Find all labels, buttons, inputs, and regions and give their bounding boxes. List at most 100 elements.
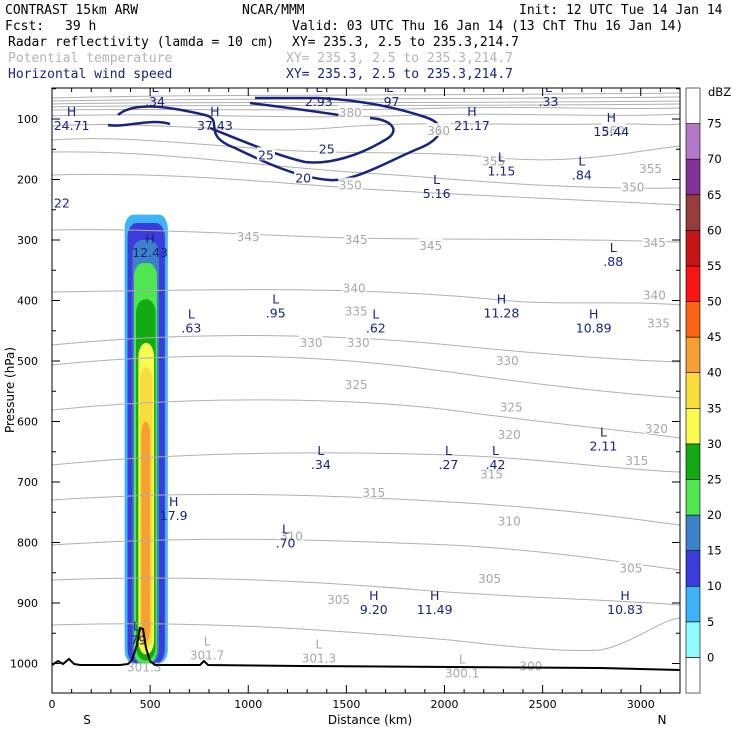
svg-text:330: 330 bbox=[347, 336, 370, 350]
svg-text:345: 345 bbox=[643, 236, 666, 250]
wind-extremum-label: .22 bbox=[52, 195, 70, 210]
x-tick-label: 1000 bbox=[234, 698, 262, 711]
svg-text:.84: .84 bbox=[572, 168, 592, 183]
theta-contour-line bbox=[52, 123, 680, 131]
wind-extremum-label: H10.83 bbox=[607, 588, 643, 617]
axes: 0 500 1000 1500 2000 2500 3000 100 200 300 400 500 6… bbox=[10, 88, 681, 711]
svg-text:21.17: 21.17 bbox=[454, 118, 490, 133]
svg-text:.42: .42 bbox=[486, 457, 506, 472]
svg-text:.34: .34 bbox=[311, 457, 331, 472]
field-xy-reflectivity: XY= 235.3, 2.5 to 235.3,214.7 bbox=[292, 35, 519, 50]
x-tick-label: 0 bbox=[49, 698, 56, 711]
svg-text:H: H bbox=[589, 307, 598, 322]
svg-text:301.3: 301.3 bbox=[127, 660, 161, 674]
wind-extremum-label: L.70 bbox=[276, 521, 296, 550]
theta-contour-label: 325 bbox=[344, 377, 369, 392]
theta-contour-label: 305 bbox=[618, 560, 643, 576]
y-tick-label: 500 bbox=[17, 355, 38, 368]
y-tick-label: 600 bbox=[17, 416, 38, 429]
svg-text:335: 335 bbox=[345, 304, 368, 318]
theta-contour-line bbox=[52, 452, 680, 473]
theta-contour-label: 320 bbox=[497, 426, 522, 442]
colorbar-label: 55 bbox=[707, 259, 722, 273]
svg-text:310: 310 bbox=[498, 514, 521, 528]
svg-text:L: L bbox=[545, 80, 552, 95]
wind-extremum-label: L.95 bbox=[266, 292, 286, 321]
svg-text:.63: .63 bbox=[181, 321, 201, 336]
theta-contour-line bbox=[52, 577, 680, 606]
reflectivity-layer bbox=[124, 214, 168, 664]
colorbar-swatch bbox=[685, 87, 701, 124]
colorbar-label: 45 bbox=[707, 330, 722, 344]
valid-time: Valid: 03 UTC Thu 16 Jan 14 (13 ChT Thu … bbox=[292, 19, 683, 34]
svg-text:315: 315 bbox=[625, 454, 648, 468]
wind-extremum-label: H37.43 bbox=[197, 104, 233, 133]
model-title: CONTRAST 15km ARW bbox=[5, 3, 138, 18]
wind-contour-label: 25 bbox=[256, 147, 275, 162]
svg-text:330: 330 bbox=[496, 354, 519, 368]
colorbar-label: 40 bbox=[707, 366, 722, 380]
wind-contour-line bbox=[107, 120, 171, 127]
svg-text:9.20: 9.20 bbox=[360, 602, 388, 617]
wind-extremum-label: L.79 bbox=[126, 618, 146, 647]
theta-contour-label: 305 bbox=[477, 570, 502, 586]
colorbar-label: 75 bbox=[707, 117, 722, 131]
y-tick-label: 200 bbox=[17, 174, 38, 187]
svg-text:.95: .95 bbox=[266, 306, 286, 321]
theta-contour-line bbox=[52, 92, 680, 99]
theta-contour-label: 360 bbox=[601, 123, 626, 138]
svg-text:.97: .97 bbox=[380, 94, 400, 109]
y-axis-label: Pressure (hPa) bbox=[3, 347, 17, 433]
colorbar-label: 30 bbox=[707, 437, 722, 451]
theta-contour-label: 345 bbox=[642, 235, 667, 250]
svg-text:.33: .33 bbox=[539, 94, 559, 109]
svg-text:H: H bbox=[497, 292, 506, 307]
svg-text:L: L bbox=[578, 154, 585, 169]
wind-extremum-label: L.27 bbox=[438, 443, 458, 472]
theta-contour-label: 345 bbox=[344, 232, 369, 247]
svg-text:350: 350 bbox=[339, 179, 362, 193]
theta-contour-line bbox=[52, 100, 680, 105]
svg-text:L: L bbox=[204, 634, 211, 648]
svg-text:345: 345 bbox=[345, 233, 368, 247]
field-name-reflectivity: Radar reflectivity (lamda = 10 cm) bbox=[8, 35, 274, 50]
svg-text:H: H bbox=[369, 588, 378, 603]
field-xy-theta: XY= 235.3, 2.5 to 235.3,214.7 bbox=[286, 51, 513, 66]
svg-text:.88: .88 bbox=[603, 254, 623, 269]
theta-contour-line bbox=[52, 151, 680, 189]
wind-extremum-label: L1.15 bbox=[487, 149, 515, 178]
svg-text:320: 320 bbox=[645, 422, 668, 436]
svg-text:330: 330 bbox=[300, 336, 323, 350]
x-axis-label: Distance (km) bbox=[328, 713, 412, 727]
colorbar-label: 10 bbox=[707, 579, 722, 593]
source-label: NCAR/MMM bbox=[242, 3, 305, 18]
theta-contour-label: 340 bbox=[642, 287, 667, 303]
wind-contour-line bbox=[209, 116, 395, 164]
reflectivity-region-40dbz bbox=[141, 421, 151, 643]
x-axis-start-label: S bbox=[83, 713, 91, 727]
field-xy-wind: XY= 235.3, 2.5 to 235.3,214.7 bbox=[286, 67, 513, 82]
svg-text:L: L bbox=[282, 521, 289, 536]
theta-contour-line bbox=[52, 617, 680, 652]
svg-text:11.49: 11.49 bbox=[417, 602, 453, 617]
colorbar-swatch bbox=[685, 301, 701, 338]
wind-extremum-label: H21.17 bbox=[454, 104, 490, 133]
colorbar-label: 50 bbox=[707, 295, 722, 309]
potential-temperature-layer bbox=[52, 92, 680, 652]
svg-text:H: H bbox=[607, 110, 616, 125]
colorbar-label: 25 bbox=[707, 472, 722, 486]
theta-contour-line bbox=[52, 289, 680, 306]
svg-text:310: 310 bbox=[280, 529, 303, 543]
theta-contour-line bbox=[52, 138, 680, 161]
svg-text:L: L bbox=[386, 80, 393, 95]
svg-text:355: 355 bbox=[482, 154, 505, 168]
colorbar-swatch bbox=[685, 443, 701, 480]
colorbar-swatch bbox=[685, 230, 701, 267]
wind-extremum-label: H11.49 bbox=[417, 588, 453, 617]
y-tick-label: 900 bbox=[17, 597, 38, 610]
svg-text:320: 320 bbox=[498, 428, 521, 442]
svg-text:.79: .79 bbox=[126, 632, 146, 647]
svg-text:17.9: 17.9 bbox=[160, 508, 188, 523]
